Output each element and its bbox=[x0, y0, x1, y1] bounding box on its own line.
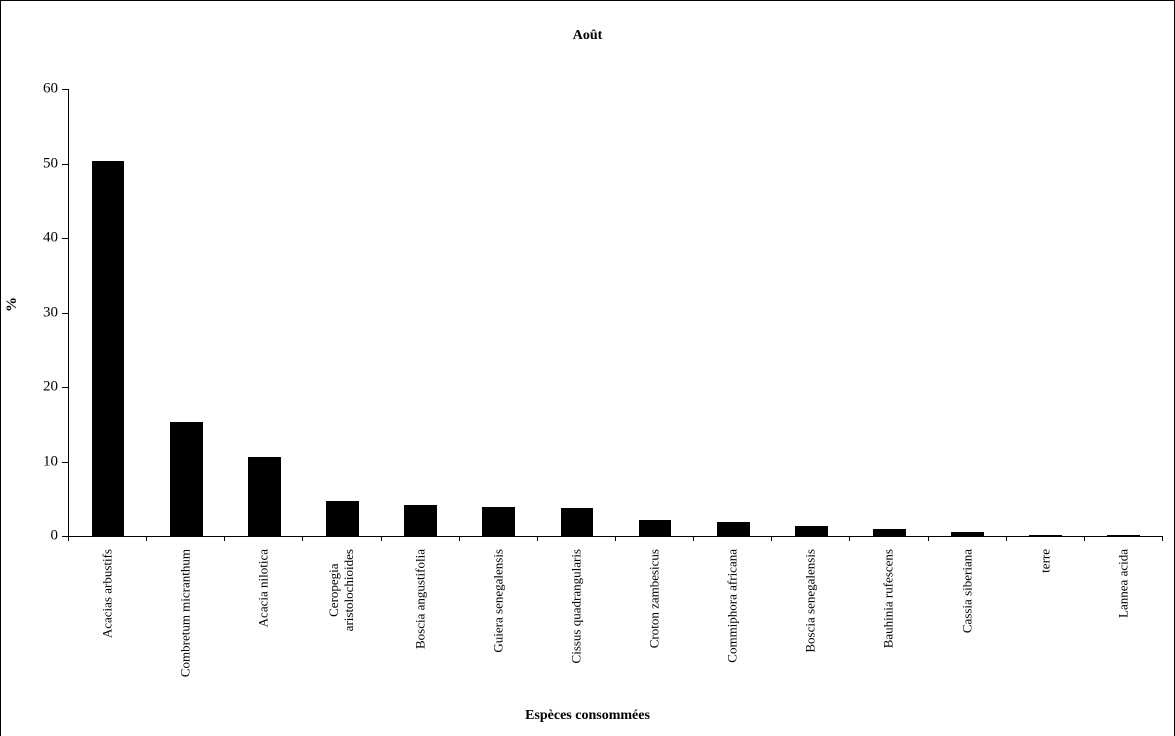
x-tick bbox=[1083, 536, 1085, 541]
x-tick bbox=[693, 536, 695, 541]
y-tick bbox=[62, 536, 69, 537]
y-tick-label: 30 bbox=[43, 304, 58, 320]
bar-acacia-nilotica bbox=[247, 457, 281, 536]
category-labels: Acacias arbustifs Combretum micranthum Aca… bbox=[68, 537, 1162, 709]
bar-bauhinia-rufescens bbox=[873, 529, 906, 536]
category-label-slot: Acacias arbustifs bbox=[68, 537, 146, 709]
bar-slot bbox=[303, 89, 381, 536]
y-tick bbox=[62, 163, 69, 165]
bar-slot bbox=[69, 89, 147, 536]
category-label-slot: terre bbox=[1006, 537, 1084, 709]
bar-slot bbox=[1085, 89, 1163, 536]
y-tick bbox=[62, 89, 69, 90]
x-tick bbox=[146, 536, 148, 541]
category-label-slot: Bauhinia rufescens bbox=[849, 537, 927, 709]
bar-slot bbox=[538, 89, 616, 536]
category-label-slot: Cassia siberiana bbox=[928, 537, 1006, 709]
y-tick bbox=[62, 238, 69, 240]
x-tick bbox=[458, 536, 460, 541]
bar-cassia-siberiana bbox=[951, 532, 985, 536]
plot-area: 0 10 20 30 40 50 60 bbox=[43, 81, 1163, 543]
x-tick bbox=[849, 536, 851, 541]
bar-slot bbox=[225, 89, 303, 536]
category-label: Commiphora africana bbox=[724, 549, 740, 663]
bar-ceropegia-aristolochioides bbox=[326, 501, 359, 536]
category-label: Combretum micranthum bbox=[177, 549, 193, 678]
bar-combretum-micranthum bbox=[169, 422, 203, 536]
category-label: Cissus quadrangularis bbox=[568, 549, 584, 664]
bar-guiera-senegalensis bbox=[482, 506, 516, 536]
y-axis-title: % bbox=[4, 297, 20, 312]
bar-slot bbox=[929, 89, 1007, 536]
x-tick bbox=[224, 536, 226, 541]
bar-cissus-quadrangularis bbox=[560, 507, 594, 536]
category-label-slot: Boscia senegalensis bbox=[771, 537, 849, 709]
bar-slot bbox=[147, 89, 225, 536]
x-axis-title: Espèces consommées bbox=[525, 708, 650, 723]
bar-terre bbox=[1029, 534, 1063, 536]
y-tick bbox=[62, 461, 69, 463]
x-tick bbox=[68, 536, 69, 541]
x-tick bbox=[302, 536, 304, 541]
category-label-slot: Guiera senegalensis bbox=[459, 537, 537, 709]
bar-slot bbox=[616, 89, 694, 536]
y-tick bbox=[62, 387, 69, 389]
y-tick-label: 20 bbox=[43, 378, 58, 395]
bar-lannea-acida bbox=[1107, 534, 1141, 536]
bar-commiphora-africana bbox=[716, 521, 750, 536]
category-label-slot: Cissus quadrangularis bbox=[537, 537, 615, 709]
bars-container bbox=[69, 89, 1163, 536]
y-tick bbox=[62, 312, 69, 314]
category-label-slot: Boscia angustifolia bbox=[381, 537, 459, 709]
bar-boscia-senegalensis bbox=[794, 526, 828, 536]
bar-acacias-arbustifs bbox=[91, 161, 125, 536]
bar-slot bbox=[694, 89, 772, 536]
category-label: terre bbox=[1037, 549, 1053, 573]
x-tick bbox=[536, 536, 538, 541]
category-label-slot: Combretum micranthum bbox=[146, 537, 224, 709]
category-label: Cassia siberiana bbox=[959, 549, 975, 634]
category-label: Acacias arbustifs bbox=[99, 549, 115, 639]
category-label: Acacia nilotica bbox=[255, 549, 271, 628]
category-label: Boscia angustifolia bbox=[412, 549, 428, 650]
category-label-slot: Ceropegia aristolochioides bbox=[302, 537, 380, 709]
bar-slot bbox=[1007, 89, 1085, 536]
category-label-slot: Acacia nilotica bbox=[224, 537, 302, 709]
category-label: Guiera senegalensis bbox=[490, 549, 506, 653]
x-tick bbox=[1005, 536, 1007, 541]
category-label: Ceropegia aristolochioides bbox=[326, 549, 357, 632]
category-label-slot: Croton zambesicus bbox=[615, 537, 693, 709]
bar-slot bbox=[382, 89, 460, 536]
chart-title: Août bbox=[572, 28, 603, 43]
x-tick bbox=[927, 536, 929, 541]
x-tick bbox=[1162, 536, 1163, 541]
x-tick bbox=[615, 536, 616, 541]
bar-slot bbox=[460, 89, 538, 536]
category-label-slot: Commiphora africana bbox=[693, 537, 771, 709]
bar-slot bbox=[772, 89, 850, 536]
y-tick-label: 60 bbox=[43, 80, 58, 97]
x-tick bbox=[771, 536, 773, 541]
category-label: Croton zambesicus bbox=[646, 549, 662, 649]
y-tick-label: 10 bbox=[43, 453, 58, 470]
category-label: Boscia senegalensis bbox=[802, 549, 818, 653]
bar-boscia-angustifolia bbox=[404, 504, 438, 536]
y-tick-label: 40 bbox=[43, 229, 58, 246]
y-tick-label: 50 bbox=[43, 155, 58, 171]
y-tick-label: 0 bbox=[50, 527, 59, 544]
category-label: Bauhinia rufescens bbox=[880, 549, 896, 649]
bar-croton-zambesicus bbox=[638, 519, 672, 536]
category-label-slot: Lannea acida bbox=[1084, 537, 1162, 709]
bar-slot bbox=[850, 89, 928, 536]
category-label: Lannea acida bbox=[1115, 549, 1131, 618]
x-tick bbox=[380, 536, 382, 541]
